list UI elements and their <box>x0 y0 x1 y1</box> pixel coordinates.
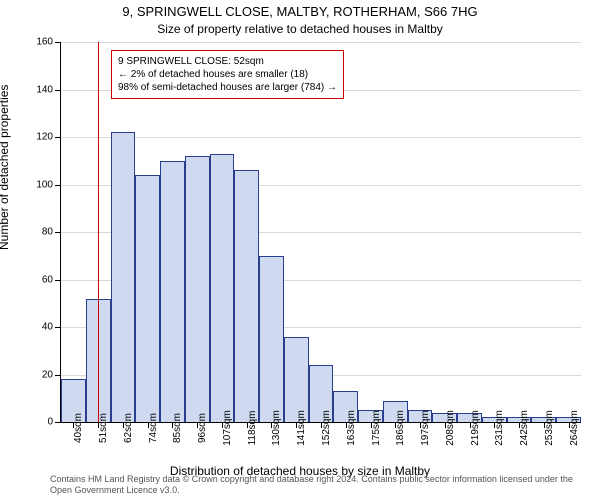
y-tick <box>55 137 61 138</box>
y-tick <box>55 90 61 91</box>
x-tick-label: 85sqm <box>172 413 183 443</box>
histogram-bar <box>259 256 284 422</box>
y-tick <box>55 232 61 233</box>
x-tick-label: 219sqm <box>470 410 481 446</box>
x-tick-label: 197sqm <box>420 410 431 446</box>
y-tick <box>55 42 61 43</box>
y-tick <box>55 185 61 186</box>
y-tick-label: 140 <box>36 84 53 95</box>
annotation-line: ← 2% of detached houses are smaller (18) <box>118 68 337 81</box>
y-tick <box>55 280 61 281</box>
y-tick-label: 160 <box>36 37 53 48</box>
x-tick-label: 51sqm <box>98 413 109 443</box>
x-tick-label: 130sqm <box>271 410 282 446</box>
x-tick-label: 163sqm <box>346 410 357 446</box>
footer-attribution: Contains HM Land Registry data © Crown c… <box>50 474 592 496</box>
histogram-bar <box>185 156 210 422</box>
x-tick-label: 96sqm <box>197 413 208 443</box>
x-tick-label: 74sqm <box>148 413 159 443</box>
x-tick-label: 175sqm <box>371 410 382 446</box>
x-tick-label: 186sqm <box>395 410 406 446</box>
reference-line <box>98 42 99 422</box>
x-tick-label: 141sqm <box>296 410 307 446</box>
y-tick <box>55 327 61 328</box>
y-tick-label: 60 <box>42 274 53 285</box>
x-tick-label: 253sqm <box>544 410 555 446</box>
y-tick-label: 80 <box>42 227 53 238</box>
histogram-bar <box>135 175 160 422</box>
y-tick-label: 0 <box>47 417 53 428</box>
x-tick-label: 264sqm <box>569 410 580 446</box>
histogram-bar <box>284 337 309 423</box>
chart-container: 9, SPRINGWELL CLOSE, MALTBY, ROTHERHAM, … <box>0 0 600 500</box>
histogram-bar <box>234 170 259 422</box>
y-tick-label: 100 <box>36 179 53 190</box>
y-tick-label: 40 <box>42 322 53 333</box>
x-tick-label: 208sqm <box>445 410 456 446</box>
histogram-bar <box>210 154 235 422</box>
x-tick-label: 231sqm <box>494 410 505 446</box>
y-tick <box>55 375 61 376</box>
histogram-bar <box>111 132 136 422</box>
x-tick-label: 40sqm <box>73 413 84 443</box>
x-tick-label: 152sqm <box>321 410 332 446</box>
y-axis-label: Number of detached properties <box>0 85 11 250</box>
annotation-line: 98% of semi-detached houses are larger (… <box>118 81 337 94</box>
x-tick-label: 118sqm <box>247 411 258 446</box>
y-tick-label: 120 <box>36 132 53 143</box>
gridline <box>61 137 581 138</box>
x-tick-label: 107sqm <box>222 410 233 446</box>
y-tick <box>55 422 61 423</box>
x-tick-label: 62sqm <box>123 413 134 443</box>
chart-subtitle: Size of property relative to detached ho… <box>0 22 600 36</box>
plot-area: 02040608010012014016040sqm51sqm62sqm74sq… <box>60 42 581 423</box>
y-tick-label: 20 <box>42 369 53 380</box>
chart-title: 9, SPRINGWELL CLOSE, MALTBY, ROTHERHAM, … <box>0 4 600 19</box>
gridline <box>61 42 581 43</box>
x-tick-label: 242sqm <box>519 410 530 446</box>
histogram-bar <box>160 161 185 422</box>
annotation-box: 9 SPRINGWELL CLOSE: 52sqm← 2% of detache… <box>111 50 344 99</box>
annotation-line: 9 SPRINGWELL CLOSE: 52sqm <box>118 55 337 68</box>
